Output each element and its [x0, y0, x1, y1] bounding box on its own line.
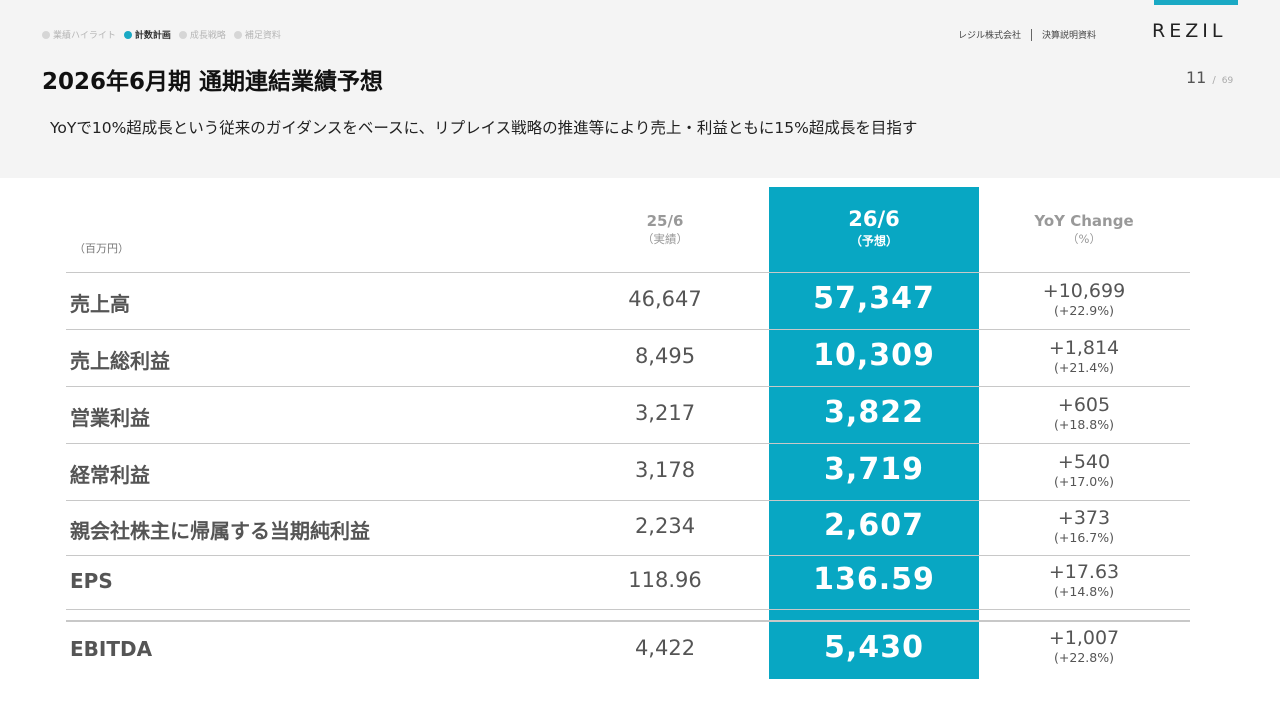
yoy-absolute: +1,007 [1048, 627, 1120, 649]
company-name: レジル株式会社 [958, 31, 1022, 41]
prev-value: 4,422 [634, 636, 696, 660]
nav-dot-icon [178, 30, 187, 39]
table-row: 親会社株主に帰属する当期純利益 2,234 2,607 +373 (+16.7%… [0, 500, 1280, 555]
nav-item-highlights[interactable]: 業績ハイライト [42, 28, 116, 41]
forecast-value: 3,822 [824, 395, 924, 430]
yoy-change: +10,699 (+22.9%) [1004, 280, 1164, 318]
yoy-change: +17.63 (+14.8%) [1004, 561, 1164, 599]
yoy-percent: (+21.4%) [1054, 360, 1114, 375]
row-divider [66, 500, 1190, 501]
yoy-change: +540 (+17.0%) [1004, 451, 1164, 489]
table-row: 売上高 46,647 57,347 +10,699 (+22.9%) [0, 272, 1280, 329]
column-header-main: YoY Change [1034, 212, 1134, 230]
header-band [0, 0, 1280, 178]
column-header-prev: 25/6 （実績） [590, 212, 740, 247]
row-divider [66, 620, 1190, 622]
nav-item-label: 補足資料 [244, 31, 281, 41]
page-total: 69 [1221, 76, 1234, 86]
yoy-percent: (+17.0%) [1054, 474, 1114, 489]
row-label: EBITDA [70, 637, 153, 661]
yoy-change: +1,007 (+22.8%) [1004, 627, 1164, 665]
column-header-sub: （%） [1067, 232, 1101, 246]
nav-dot-icon [233, 30, 242, 39]
column-header-yoy: YoY Change （%） [1004, 212, 1164, 247]
prev-value: 2,234 [634, 514, 696, 538]
nav-item-label: 業績ハイライト [53, 31, 116, 41]
yoy-change: +373 (+16.7%) [1004, 507, 1164, 545]
row-divider [66, 555, 1190, 556]
row-label: 営業利益 [70, 406, 150, 430]
forecast-value: 57,347 [813, 281, 935, 316]
yoy-absolute: +373 [1057, 507, 1111, 529]
row-divider [66, 443, 1190, 444]
row-divider [66, 609, 1190, 610]
column-header-forecast: 26/6 （予想） [769, 207, 979, 249]
yoy-absolute: +1,814 [1048, 337, 1120, 359]
row-divider [66, 386, 1190, 387]
nav-dot-icon [42, 30, 50, 39]
table-row: 経常利益 3,178 3,719 +540 (+17.0%) [0, 443, 1280, 500]
divider [1031, 28, 1033, 41]
nav-item-growth-strategy[interactable]: 成長戦略 [178, 28, 226, 41]
page-current: 11 [1186, 68, 1207, 87]
table-row: EPS 118.96 136.59 +17.63 (+14.8%) [0, 555, 1280, 609]
row-label: 経常利益 [70, 463, 150, 487]
column-header-main: 25/6 [646, 212, 684, 230]
row-label: 親会社株主に帰属する当期純利益 [70, 519, 370, 543]
yoy-percent: (+18.8%) [1054, 417, 1114, 432]
column-header-sub: （予想） [849, 234, 898, 248]
yoy-percent: (+22.8%) [1054, 650, 1114, 665]
yoy-percent: (+16.7%) [1054, 530, 1114, 545]
unit-label: （百万円） [74, 242, 129, 255]
row-label: EPS [70, 569, 113, 593]
logo-accent-bar [1154, 0, 1238, 5]
row-label: 売上総利益 [70, 349, 170, 373]
prev-value: 118.96 [628, 568, 702, 592]
yoy-change: +1,814 (+21.4%) [1004, 337, 1164, 375]
company-info: レジル株式会社 決算説明資料 [958, 28, 1096, 41]
yoy-percent: (+22.9%) [1054, 303, 1114, 318]
prev-value: 3,217 [634, 401, 696, 425]
nav-item-label: 成長戦略 [189, 31, 226, 41]
nav-item-label: 計数計画 [134, 31, 171, 41]
document-type: 決算説明資料 [1042, 31, 1097, 41]
nav-dot-icon [123, 30, 132, 39]
page-title: 2026年6月期 通期連結業績予想 [42, 69, 384, 95]
prev-value: 46,647 [628, 287, 702, 311]
nav-item-plan[interactable]: 計数計画 [123, 28, 171, 41]
yoy-absolute: +605 [1057, 394, 1111, 416]
yoy-change: +605 (+18.8%) [1004, 394, 1164, 432]
table-row: 売上総利益 8,495 10,309 +1,814 (+21.4%) [0, 329, 1280, 386]
table-row: 営業利益 3,217 3,822 +605 (+18.8%) [0, 386, 1280, 443]
yoy-absolute: +10,699 [1042, 280, 1126, 302]
prev-value: 8,495 [634, 344, 696, 368]
page-number: 11 / 69 [1186, 68, 1233, 87]
row-divider [66, 272, 1190, 273]
company-logo: REZIL [1152, 20, 1227, 42]
column-header-main: 26/6 [848, 207, 900, 231]
section-nav: 業績ハイライト 計数計画 成長戦略 補足資料 [42, 28, 289, 41]
yoy-absolute: +540 [1057, 451, 1111, 473]
forecast-value: 10,309 [813, 338, 935, 373]
page-subtitle: YoYで10%超成長という従来のガイダンスをベースに、リプレイス戦略の推進等によ… [50, 119, 918, 137]
forecast-column-highlight [769, 187, 979, 679]
yoy-absolute: +17.63 [1048, 561, 1120, 583]
row-divider [66, 329, 1190, 330]
forecast-value: 5,430 [824, 630, 924, 665]
forecast-value: 136.59 [813, 562, 935, 597]
table-row: EBITDA 4,422 5,430 +1,007 (+22.8%) [0, 622, 1280, 679]
row-label: 売上高 [70, 292, 130, 316]
yoy-percent: (+14.8%) [1054, 584, 1114, 599]
column-header-sub: （実績） [642, 232, 688, 246]
prev-value: 3,178 [634, 458, 696, 482]
nav-item-appendix[interactable]: 補足資料 [233, 28, 281, 41]
forecast-value: 2,607 [824, 508, 924, 543]
page-separator: / [1212, 75, 1216, 86]
forecast-value: 3,719 [824, 452, 924, 487]
